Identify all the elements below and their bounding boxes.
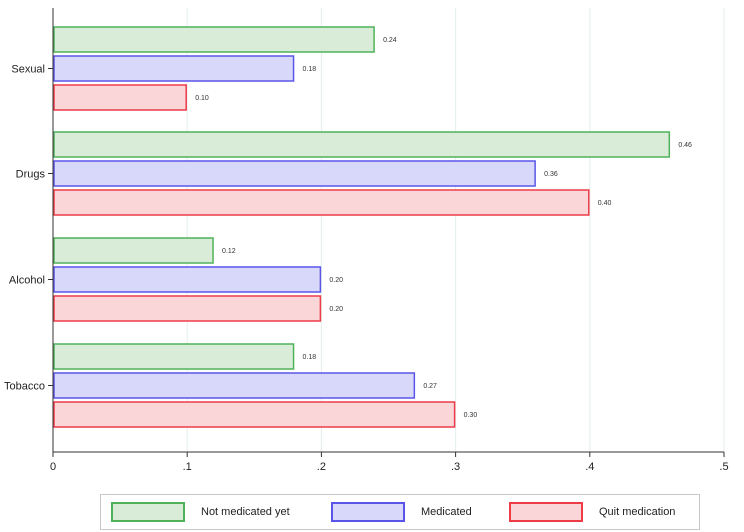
category-label-alcohol: Alcohol: [9, 275, 45, 287]
bar-medicated-sexual: [53, 55, 295, 82]
legend-item-medicated: Medicated: [331, 502, 472, 522]
data-label: 0.10: [195, 95, 209, 102]
category-label-sexual: Sexual: [11, 64, 45, 76]
x-tick-label: .2: [317, 461, 326, 473]
bar-medicated-tobacco: [53, 372, 416, 399]
x-tick-label: .3: [451, 461, 460, 473]
bar-not-medicated-yet-alcohol: [53, 237, 214, 264]
x-tick-label: .5: [719, 461, 728, 473]
x-tick-label: .4: [585, 461, 594, 473]
category-label-drugs: Drugs: [16, 169, 46, 181]
legend-swatch-medicated: [331, 502, 405, 522]
data-label: 0.18: [303, 66, 317, 73]
data-label: 0.12: [222, 248, 236, 255]
legend-swatch-not-medicated: [111, 502, 185, 522]
data-label: 0.40: [598, 200, 612, 207]
bar-quit-medication-alcohol: [53, 295, 322, 322]
legend-label-not-medicated: Not medicated yet: [201, 506, 290, 518]
data-label: 0.46: [678, 142, 692, 149]
bar-medicated-drugs: [53, 160, 536, 187]
legend-item-quit-medication: Quit medication: [509, 502, 675, 522]
data-label: 0.24: [383, 37, 397, 44]
data-label: 0.18: [303, 354, 317, 361]
data-label: 0.36: [544, 171, 558, 178]
bar-quit-medication-sexual: [53, 84, 187, 111]
data-label: 0.20: [329, 277, 343, 284]
category-label-tobacco: Tobacco: [4, 381, 45, 393]
data-label: 0.27: [423, 383, 437, 390]
legend-swatch-quit-medication: [509, 502, 583, 522]
bar-quit-medication-drugs: [53, 189, 590, 216]
bar-not-medicated-yet-drugs: [53, 131, 671, 158]
bar-quit-medication-tobacco: [53, 401, 456, 428]
x-tick-label: .1: [183, 461, 192, 473]
bar-not-medicated-yet-sexual: [53, 26, 375, 53]
legend-label-medicated: Medicated: [421, 506, 472, 518]
data-label: 0.30: [464, 412, 478, 419]
x-tick-label: 0: [50, 461, 56, 473]
legend: Not medicated yet Medicated Quit medicat…: [100, 494, 700, 530]
bar-not-medicated-yet-tobacco: [53, 343, 295, 370]
bar-medicated-alcohol: [53, 266, 322, 293]
legend-label-quit-medication: Quit medication: [599, 506, 676, 518]
data-label: 0.20: [329, 306, 343, 313]
legend-item-not-medicated: Not medicated yet: [111, 502, 290, 522]
